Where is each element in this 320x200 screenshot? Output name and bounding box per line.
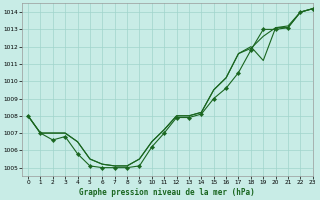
X-axis label: Graphe pression niveau de la mer (hPa): Graphe pression niveau de la mer (hPa) (79, 188, 255, 197)
